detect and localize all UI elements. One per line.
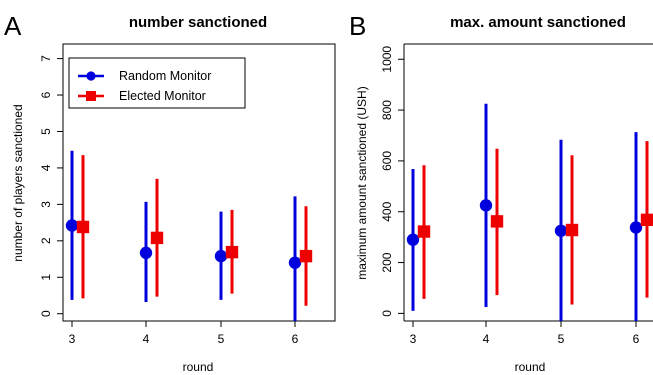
legend-marker-random: [86, 71, 96, 81]
x-axis-label-a: round: [183, 360, 214, 374]
y-tick-label: 400: [380, 201, 394, 221]
data-point: [406, 233, 420, 246]
x-tick-label: 4: [143, 332, 150, 346]
y-axis-label-a: number of players sanctioned: [11, 104, 25, 261]
data-point: [288, 256, 302, 269]
data-point: [214, 249, 228, 263]
data-point: [554, 224, 568, 237]
marks-b: [406, 103, 653, 321]
chart-title-a: number sanctioned: [129, 14, 267, 31]
y-tick-label: 800: [380, 100, 394, 120]
panel-b: B max. amount sanctioned round maximum a…: [349, 11, 653, 374]
y-tick-label: 6: [39, 91, 53, 98]
panel-letter-b: B: [349, 11, 366, 41]
y-tick-label: 600: [380, 151, 394, 171]
panel-letter-a: A: [4, 11, 22, 41]
data-point: [139, 246, 153, 260]
data-point: [640, 213, 653, 227]
y-tick-label: 4: [39, 164, 53, 171]
legend-label-elected: Elected Monitor: [119, 89, 206, 103]
chart-title-b: max. amount sanctioned: [450, 14, 626, 31]
y-tick-label: 7: [39, 55, 53, 62]
x-tick-label: 5: [558, 332, 565, 346]
data-point: [417, 225, 431, 238]
y-tick-label: 5: [39, 128, 53, 135]
y-tick-label: 1: [39, 274, 53, 281]
data-point: [76, 220, 90, 234]
y-tick-label: 0: [380, 310, 394, 317]
x-tick-label: 5: [218, 332, 225, 346]
panel-a: A number sanctioned round number of play…: [4, 11, 336, 374]
legend-marker-elected: [86, 91, 96, 101]
data-point: [225, 245, 239, 259]
plot-frame-a: [62, 43, 336, 322]
data-point: [565, 223, 579, 237]
x-tick-label: 3: [410, 332, 417, 346]
y-tick-label: 2: [39, 237, 53, 244]
y-tick-label: 200: [380, 252, 394, 272]
legend: Random Monitor Elected Monitor: [68, 57, 246, 109]
data-point: [299, 249, 313, 263]
x-tick-label: 6: [633, 332, 640, 346]
y-tick-label: 1000: [380, 46, 394, 73]
x-axis-label-b: round: [515, 360, 546, 374]
y-axis-label-b: maximum amount sanctioned (USH): [355, 86, 369, 279]
legend-box: [68, 57, 246, 109]
data-point: [65, 219, 79, 232]
y-tick-label: 3: [39, 201, 53, 208]
y-tick-label: 0: [39, 310, 53, 317]
data-point: [629, 221, 643, 234]
x-tick-label: 3: [69, 332, 76, 346]
legend-label-random: Random Monitor: [119, 69, 211, 83]
data-point: [479, 199, 493, 212]
axes-a: 0 1 2 3 4 5 6 7 3 4 5 6: [39, 55, 299, 346]
x-tick-label: 6: [292, 332, 299, 346]
marks-a: [65, 150, 313, 321]
x-tick-label: 4: [483, 332, 490, 346]
axes-b: 0 200 400 600 800 1000 3 4 5 6: [380, 46, 640, 346]
data-point: [150, 231, 164, 245]
data-point: [490, 215, 504, 228]
